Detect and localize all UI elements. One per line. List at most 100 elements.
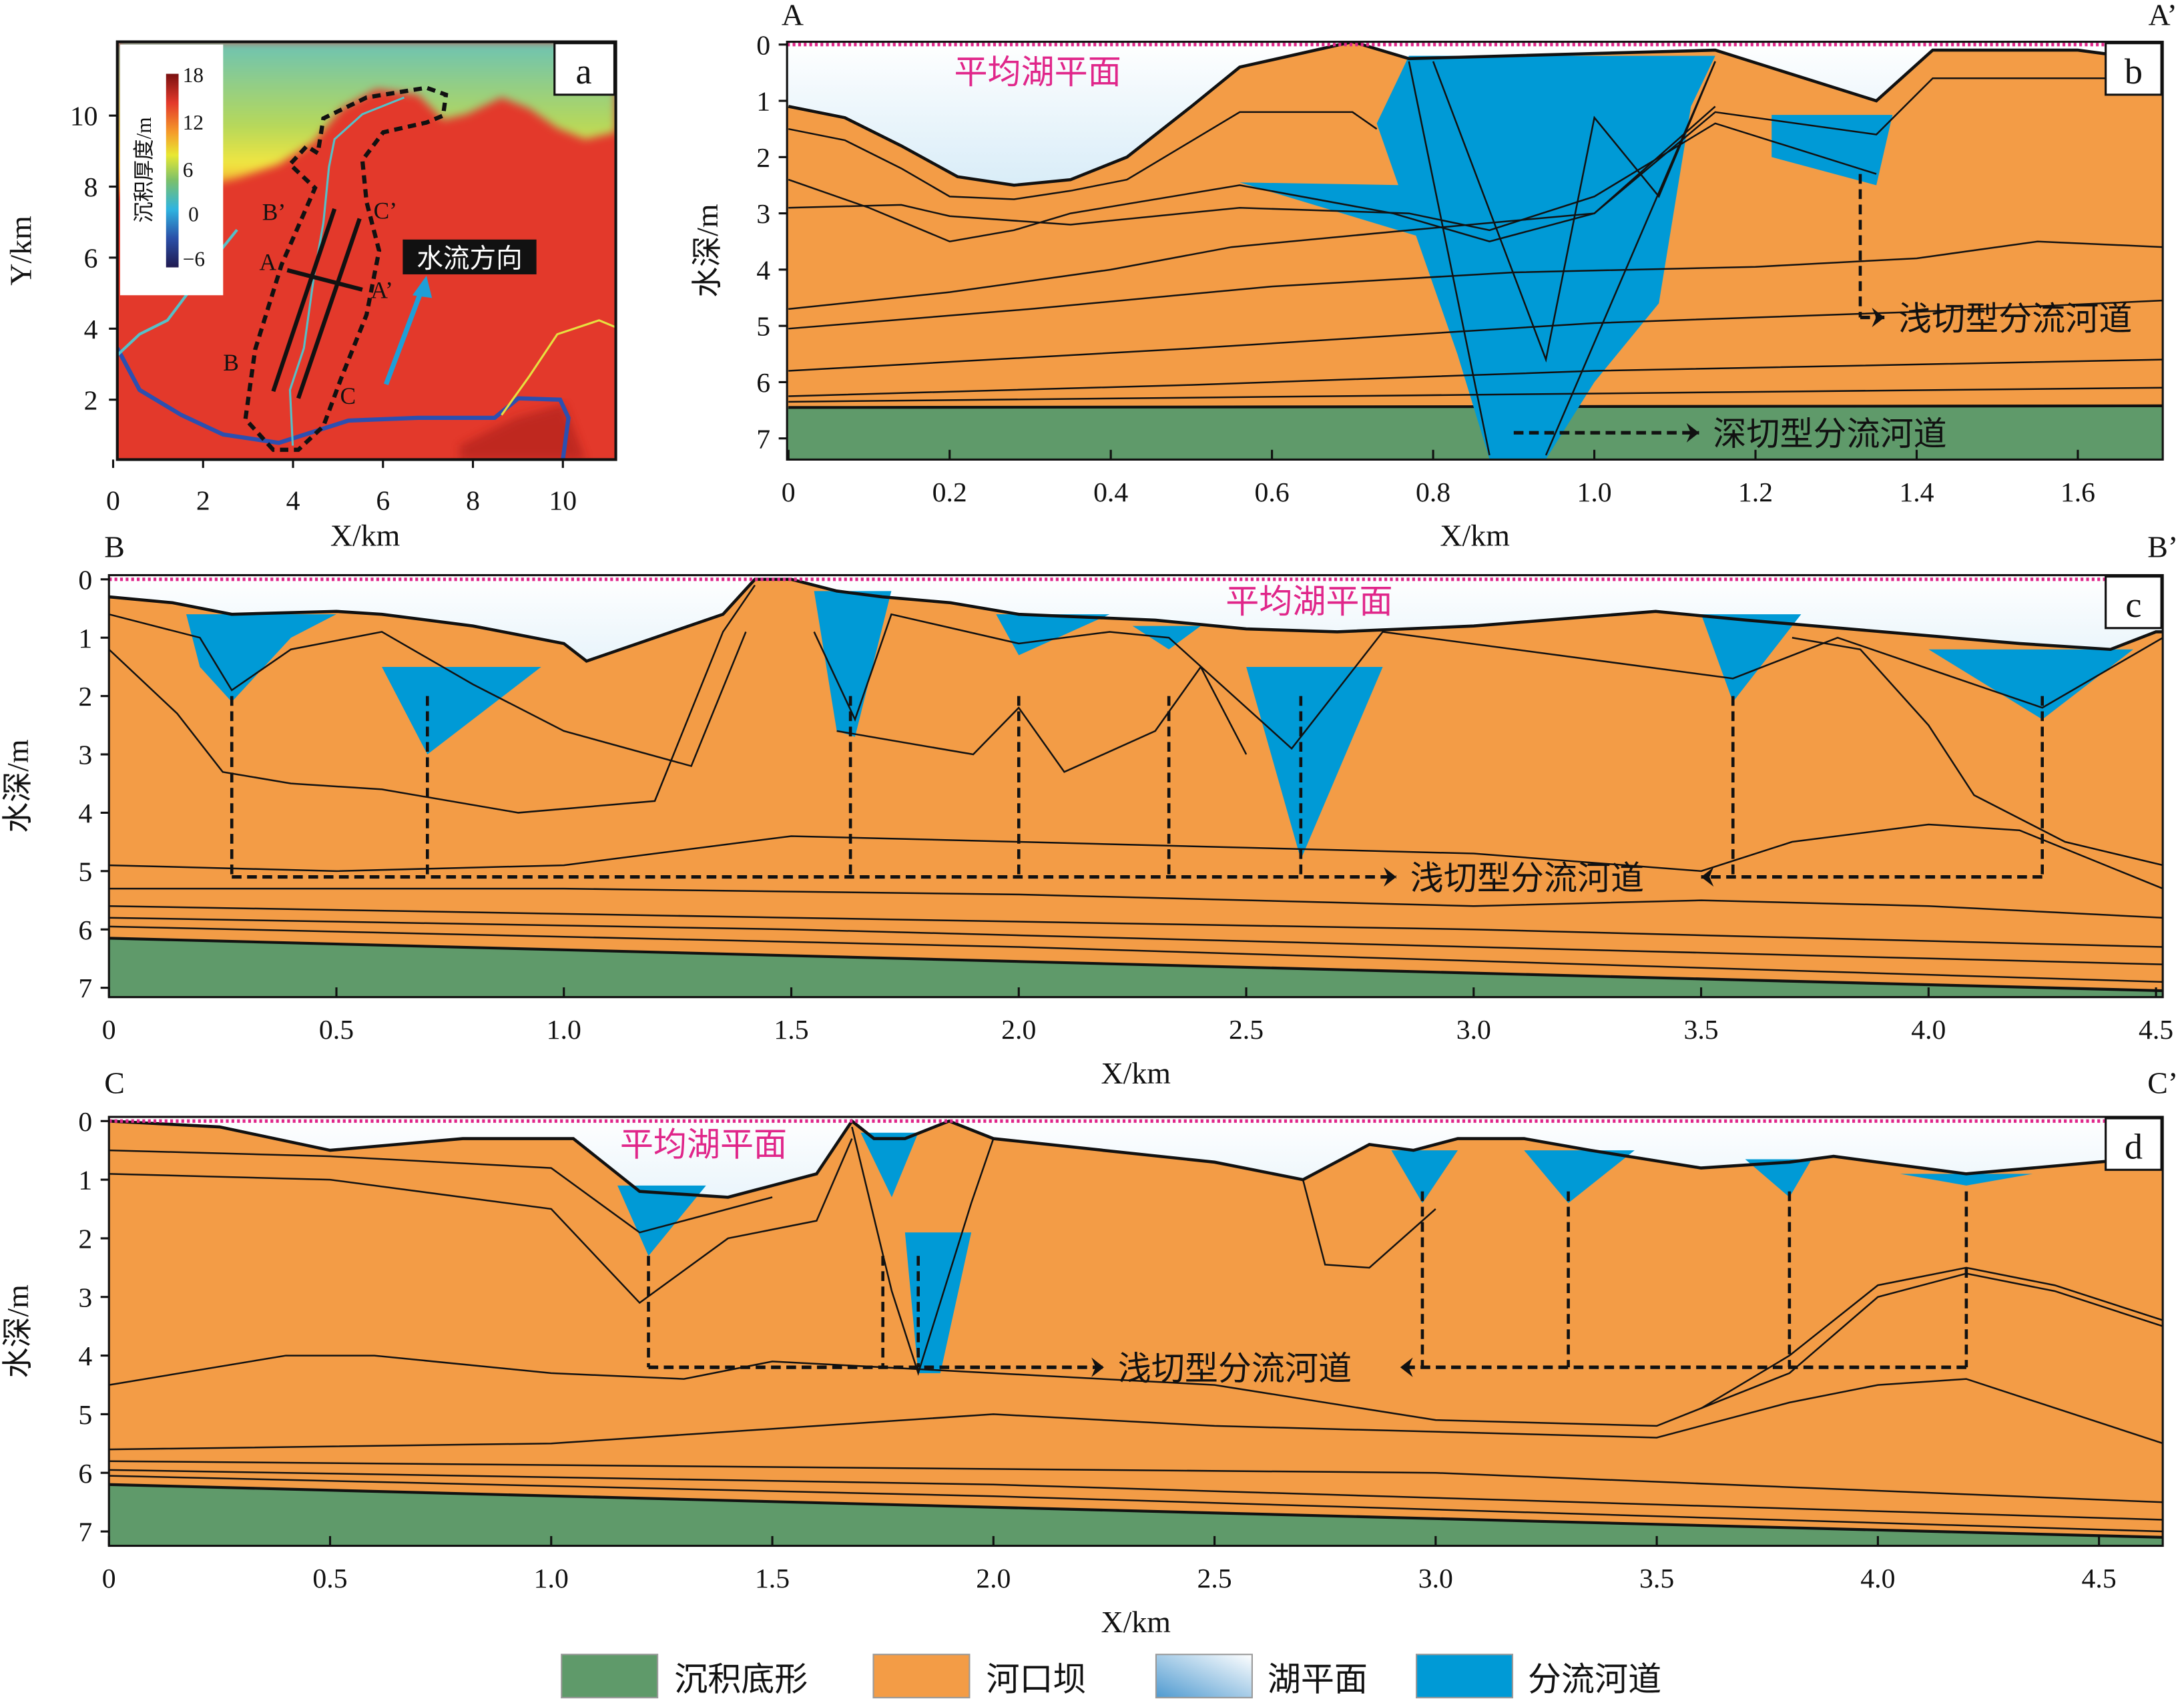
y-tick-label: 1: [756, 87, 770, 117]
panel-letter-d: d: [2125, 1127, 2143, 1167]
x-tick-label: 4.5: [2139, 1015, 2173, 1045]
map-lake-area: [117, 41, 616, 196]
y-tick-label: 0: [78, 565, 92, 595]
layer-horizon: [109, 1475, 2163, 1533]
y-tick-label: 10: [70, 101, 98, 132]
mean-lake-level-label: 平均湖平面: [954, 53, 1121, 91]
panel-a-map: 水流方向 A A’ B B’ C C’ 18 12 6 0 −6 沉积厚度/m …: [3, 40, 617, 553]
x-tick-label: 2.0: [976, 1563, 1011, 1594]
mean-lake-level-label: 平均湖平面: [620, 1126, 787, 1163]
layer-horizon: [109, 917, 2163, 965]
arrow-head-icon: [1872, 307, 1885, 328]
distributary-channel: [814, 591, 892, 737]
panel-letter-a: a: [576, 51, 592, 91]
arrow-head-icon: [1091, 1357, 1104, 1377]
y-tick-label: 5: [78, 857, 92, 887]
channel-annotation: 浅切型分流河道: [230, 696, 1644, 897]
legend-swatch-lake: [1155, 1654, 1253, 1698]
x-tick-label: 2: [196, 486, 210, 517]
y-tick-label: 7: [756, 424, 770, 455]
layer-horizon: [1408, 61, 1490, 456]
colorbar-tick: 6: [183, 158, 194, 182]
thickness-map: 水流方向 A A’ B B’ C C’ 18 12 6 0 −6 沉积厚度/m: [117, 41, 616, 460]
x-tick-label: 8: [466, 486, 480, 517]
layer-horizon: [788, 358, 2163, 397]
arrow-head-icon: [1400, 1357, 1413, 1377]
base-boundary: [109, 937, 2163, 993]
panel-a-y-axis-title: Y/km: [3, 216, 37, 285]
colorbar-tick: 0: [188, 203, 199, 226]
layer-horizon: [1302, 1179, 1436, 1269]
y-tick-label: 2: [78, 682, 92, 712]
x-tick-label: 0.5: [312, 1563, 347, 1594]
x-tick-label: 4: [286, 486, 300, 517]
panel-letter-box: [2105, 575, 2163, 630]
panel-letter-box: [553, 42, 616, 96]
y-axis-title: 水深/m: [690, 204, 724, 297]
top-surface: [788, 41, 2163, 187]
x-tick-label: 0.2: [932, 477, 967, 508]
y-tick-label: 5: [756, 312, 770, 342]
x-tick-label: 0: [102, 1015, 116, 1045]
layer-horizon: [109, 584, 756, 814]
panel-letter-b: b: [2125, 51, 2143, 91]
colorbar: [166, 73, 179, 268]
layer-horizon: [788, 122, 1877, 232]
mean-lake-level-label: 平均湖平面: [1225, 583, 1392, 620]
channel-annotation: 浅切型分流河道: [1858, 174, 2132, 337]
section-label-b: B: [223, 349, 239, 376]
map-channel: [288, 96, 405, 446]
colorbar-tick: −6: [183, 247, 205, 270]
layer-horizon: [1792, 636, 2163, 867]
x-tick-label: 1.4: [1899, 477, 1934, 508]
x-tick-label: 3.5: [1639, 1563, 1674, 1594]
layer-horizon: [851, 1126, 995, 1376]
layer-horizon: [109, 1469, 2163, 1521]
layer-horizon: [109, 613, 747, 768]
x-tick-label: 1.6: [2061, 477, 2095, 508]
x-tick-label: 1.5: [774, 1015, 808, 1045]
y-tick-label: 1: [78, 624, 92, 654]
layer-horizon: [109, 887, 2163, 919]
x-tick-label: 0: [782, 477, 796, 508]
channel-annotation: 深切型分流河道: [1513, 415, 1947, 453]
x-tick-label: 1.5: [755, 1563, 790, 1594]
y-tick-label: 2: [84, 385, 98, 416]
legend-label-mouth-bar: 河口坝: [986, 1660, 1086, 1698]
flow-direction-label: 水流方向: [417, 244, 523, 274]
legend-swatch-base: [561, 1654, 659, 1698]
x-tick-label: 1.0: [534, 1563, 569, 1594]
y-tick-label: 4: [78, 798, 92, 829]
distributary-channel: [1701, 614, 1802, 702]
layer-horizon: [788, 105, 1716, 243]
x-tick-label: 3.5: [1683, 1015, 1718, 1045]
x-axis-title: X/km: [1101, 1056, 1171, 1090]
annotation-label: 浅切型分流河道: [1410, 859, 1644, 897]
y-tick-label: 6: [78, 1459, 92, 1489]
top-surface: [109, 1118, 2163, 1199]
legend-swatch-channel: [1416, 1654, 1514, 1698]
colorbar-tick: 12: [183, 111, 204, 134]
section-label-a: A: [260, 249, 277, 276]
distributary-channel: [1745, 1159, 1812, 1198]
panel-frame: [786, 41, 2164, 461]
y-axis-title: 水深/m: [1, 739, 35, 832]
map-thick-area: [459, 403, 585, 460]
x-tick-label: 1.0: [1577, 477, 1611, 508]
flow-arrow-icon: [413, 276, 433, 298]
section-end-label: B’: [2147, 529, 2178, 563]
distributary-channel: [186, 614, 336, 702]
y-tick-label: 2: [756, 143, 770, 174]
y-tick-label: 3: [78, 1282, 92, 1313]
distributary-channel: [1900, 1174, 2033, 1186]
x-tick-label: 0.6: [1255, 477, 1290, 508]
layer-horizon: [109, 1149, 773, 1234]
colorbar-tick: 18: [183, 63, 204, 87]
section-line-b: [271, 208, 337, 393]
legend-label-lake: 湖平面: [1268, 1660, 1368, 1698]
